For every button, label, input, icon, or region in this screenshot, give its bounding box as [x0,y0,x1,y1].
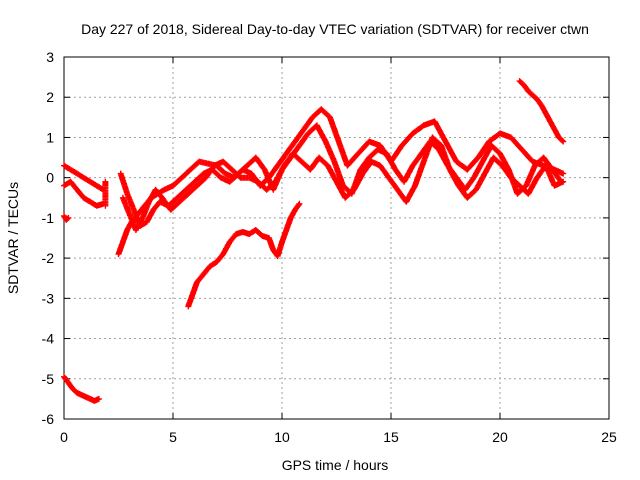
y-tick-label: -3 [42,290,55,306]
x-tick-label: 5 [169,429,177,445]
data-point-markers [102,178,109,209]
series-arc-4 [61,373,102,404]
y-tick-label: 0 [46,170,54,186]
y-tick-label: 3 [46,49,54,65]
grid-layer [64,57,609,419]
data-point-markers [61,373,102,404]
y-tick-label: -5 [42,371,55,387]
x-tick-label: 10 [274,429,290,445]
y-tick-label: -2 [42,250,55,266]
data-point-markers [516,78,567,145]
series-arc-9 [516,78,567,145]
plot-area-frame [63,56,610,420]
y-tick-label: 1 [46,129,54,145]
y-tick-label: -6 [42,411,55,427]
tick-layer: 0 5 10 15 20 25 -6 -5 -4 -3 -2 -1 0 1 2 3 [42,49,617,445]
x-tick-label: 0 [60,429,68,445]
y-axis-label: SDTVAR / TECUs [5,182,21,294]
data-point-markers [61,162,107,193]
x-tick-label: 15 [383,429,399,445]
y-tick-label: -1 [42,210,55,226]
x-axis-label: GPS time / hours [282,457,389,473]
chart-title: Day 227 of 2018, Sidereal Day-to-day VTE… [81,21,589,37]
data-point-markers [61,178,107,209]
series-arc-3 [61,212,72,223]
y-tick-label: 2 [46,89,54,105]
series-arc-7 [119,134,567,233]
x-tick-label: 20 [492,429,508,445]
data-point-markers [61,212,72,223]
series-arc-1 [61,162,107,193]
series-arc-8 [185,200,303,310]
series-arc-2 [61,178,107,209]
data-layer [61,78,567,404]
x-tick-label: 25 [601,429,617,445]
series-arc-10 [102,178,109,209]
y-tick-label: -4 [42,331,55,347]
data-point-markers [119,134,567,233]
data-point-markers [185,200,303,310]
